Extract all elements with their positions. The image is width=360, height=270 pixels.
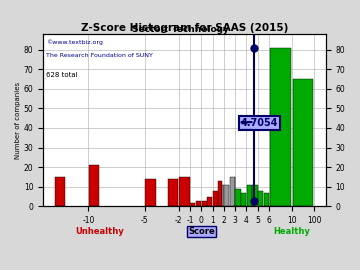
Bar [264,193,269,207]
Bar [241,193,246,207]
Text: Score: Score [188,227,215,236]
Bar [207,197,212,207]
Bar [145,179,156,207]
Bar [293,79,313,207]
Bar [219,181,222,207]
Bar [190,202,195,207]
Bar [89,165,99,207]
Text: The Research Foundation of SUNY: The Research Foundation of SUNY [46,53,153,58]
Text: 628 total: 628 total [46,72,78,78]
Bar [235,189,240,207]
Text: 4.7054: 4.7054 [241,118,278,128]
Bar [179,177,190,207]
Bar [213,191,218,207]
Text: Sector: Technology: Sector: Technology [131,25,229,34]
Bar [55,177,66,207]
Bar [224,185,229,207]
Bar [230,177,235,207]
Text: ©www.textbiz.org: ©www.textbiz.org [46,39,103,45]
Bar [270,48,291,207]
Bar [168,179,178,207]
Title: Z-Score Histogram for SAAS (2015): Z-Score Histogram for SAAS (2015) [81,23,288,33]
Bar [202,201,207,207]
Bar [247,185,252,207]
Text: Healthy: Healthy [273,227,310,236]
Bar [258,191,263,207]
Y-axis label: Number of companies: Number of companies [15,82,21,159]
Bar [196,201,201,207]
Bar [252,185,257,207]
Text: Unhealthy: Unhealthy [75,227,124,236]
Bar [222,185,224,207]
